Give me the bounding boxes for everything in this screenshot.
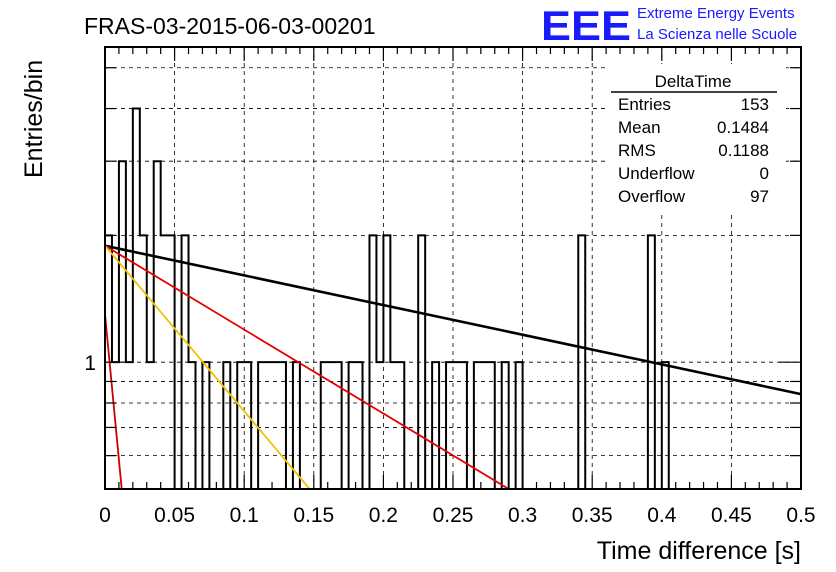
stats-value-underflow: 0 bbox=[760, 164, 769, 183]
x-tick-label: 0.35 bbox=[572, 504, 613, 527]
histogram-bin bbox=[488, 362, 495, 489]
run-title: FRAS-03-2015-06-03-00201 bbox=[84, 13, 376, 39]
axes-frame bbox=[104, 46, 802, 490]
histogram-bin bbox=[244, 362, 251, 489]
histogram-bin bbox=[272, 362, 279, 489]
histogram-bin bbox=[154, 161, 161, 489]
histogram-bin bbox=[147, 362, 154, 489]
eee-logo: EEE bbox=[541, 2, 631, 49]
histogram-bin bbox=[161, 235, 168, 489]
histogram-bin bbox=[126, 362, 133, 489]
histogram-bin bbox=[237, 362, 244, 489]
x-tick-labels: 0 0.05 0.1 0.15 0.2 0.25 0.3 0.35 0.4 0.45 0.5 bbox=[99, 504, 815, 527]
x-tick-label: 0.3 bbox=[508, 504, 537, 527]
y-axis-label: Entries/bin bbox=[20, 60, 48, 178]
x-tick-label: 0.45 bbox=[711, 504, 752, 527]
fit-line-yellow bbox=[104, 245, 311, 490]
histogram-bin bbox=[356, 362, 363, 489]
histogram-bin bbox=[258, 362, 265, 489]
histogram-bin bbox=[133, 109, 140, 489]
stats-title: DeltaTime bbox=[655, 72, 732, 91]
x-tick-label: 0.4 bbox=[647, 504, 677, 527]
histogram-bin bbox=[265, 362, 272, 489]
histogram-bin bbox=[418, 235, 425, 489]
x-tick-label: 0.5 bbox=[786, 504, 815, 527]
fit-lines bbox=[104, 244, 802, 490]
stats-label-overflow: Overflow bbox=[618, 187, 686, 206]
histogram-bin bbox=[432, 362, 439, 489]
histogram-bin bbox=[446, 362, 453, 489]
histogram-bin bbox=[369, 235, 376, 489]
stats-label-rms: RMS bbox=[618, 141, 656, 160]
histogram-bin bbox=[516, 362, 523, 489]
histogram-bin bbox=[481, 362, 488, 489]
histogram-bin bbox=[182, 235, 189, 489]
stats-box-background bbox=[606, 64, 786, 212]
x-axis-label: Time difference [s] bbox=[597, 537, 801, 565]
histogram-bin bbox=[140, 235, 147, 489]
stats-label-underflow: Underflow bbox=[618, 164, 695, 183]
fit-line-darkred bbox=[104, 314, 123, 490]
histogram-bin bbox=[279, 362, 286, 489]
histogram-bin bbox=[390, 362, 397, 489]
y-tick-labels: 1 bbox=[84, 352, 96, 375]
histogram-bin bbox=[335, 362, 342, 489]
histogram-bin bbox=[376, 362, 383, 489]
stats-label-mean: Mean bbox=[618, 118, 661, 137]
histogram-bin bbox=[119, 161, 126, 489]
stats-value-mean: 0.1484 bbox=[717, 118, 769, 137]
stats-value-entries: 153 bbox=[741, 95, 769, 114]
y-tick-label: 1 bbox=[84, 352, 96, 375]
histogram-bin bbox=[578, 235, 585, 489]
x-tick-label: 0.15 bbox=[293, 504, 334, 527]
stats-box: DeltaTime Entries 153 Mean 0.1484 RMS 0.… bbox=[606, 64, 786, 212]
histogram-bin bbox=[460, 362, 467, 489]
histogram-bin bbox=[349, 362, 356, 489]
histogram-bin bbox=[453, 362, 460, 489]
x-tick-label: 0 bbox=[99, 504, 111, 527]
x-tick-label: 0.1 bbox=[230, 504, 259, 527]
fit-line-black bbox=[104, 244, 802, 396]
histogram-bin bbox=[662, 362, 669, 489]
histogram-bin bbox=[202, 362, 209, 489]
histogram-bin bbox=[383, 235, 390, 489]
histogram-bin bbox=[189, 362, 196, 489]
histogram-bin bbox=[321, 362, 328, 489]
histogram-bin bbox=[502, 362, 509, 489]
histogram-bin bbox=[223, 362, 230, 489]
stats-value-overflow: 97 bbox=[750, 187, 769, 206]
logo-line-1: Extreme Energy Events bbox=[637, 5, 795, 22]
x-tick-label: 0.05 bbox=[154, 504, 195, 527]
histogram-bin bbox=[168, 235, 175, 489]
x-tick-label: 0.25 bbox=[433, 504, 474, 527]
logo-line-2: La Scienza nelle Scuole bbox=[637, 26, 797, 43]
x-tick-label: 0.2 bbox=[369, 504, 398, 527]
stats-label-entries: Entries bbox=[618, 95, 671, 114]
stats-value-rms: 0.1188 bbox=[718, 141, 769, 160]
fit-line-red bbox=[104, 244, 510, 490]
